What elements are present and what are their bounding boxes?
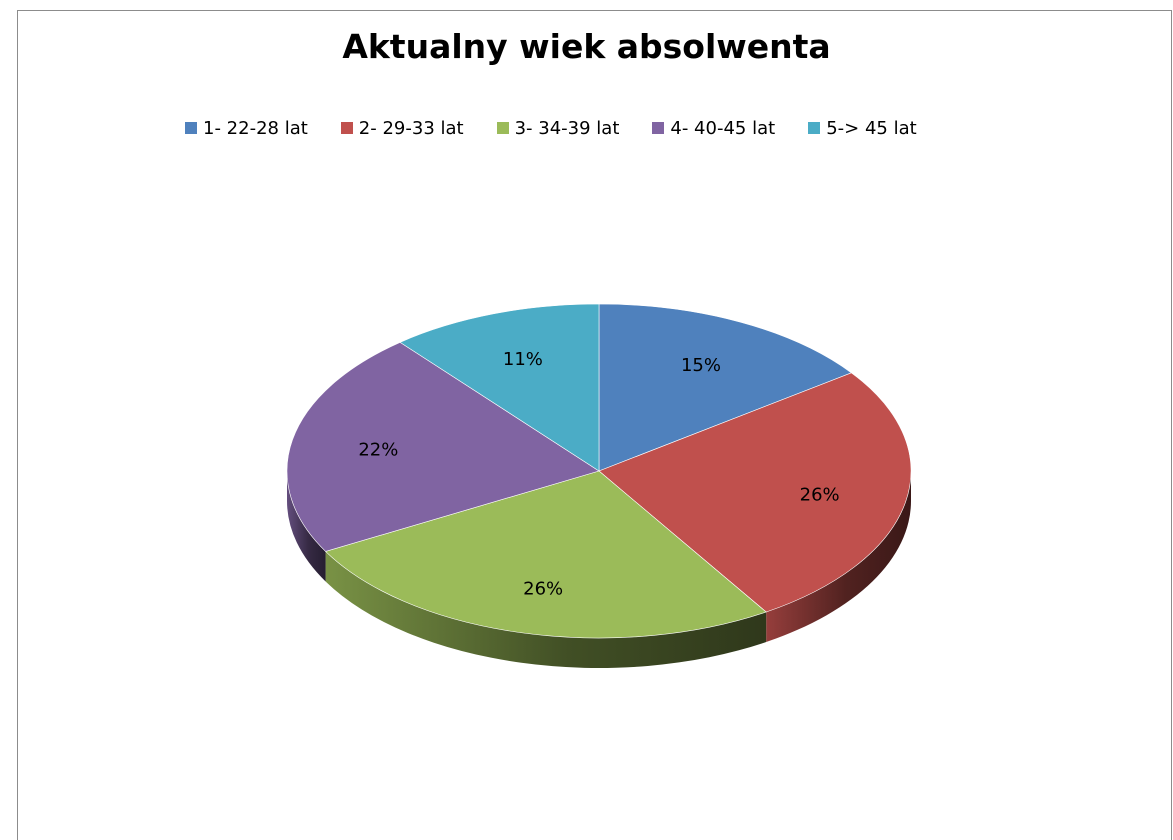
data-label-2: 26%	[800, 485, 840, 506]
pie-slice-5	[399, 303, 600, 472]
data-label-5: 11%	[503, 349, 543, 370]
legend-label-1: 1- 22-28 lat	[203, 117, 308, 139]
legend-swatch-2	[340, 122, 353, 134]
legend-swatch-4	[652, 122, 665, 134]
legend-swatch-1	[185, 122, 197, 134]
legend-label-4: 4- 40-45 lat	[670, 117, 776, 139]
legend-item-3: 3- 34-39 lat	[496, 117, 620, 139]
data-label-4: 22%	[358, 439, 398, 460]
pie-slice-1	[598, 303, 853, 472]
data-label-1: 15%	[681, 355, 721, 376]
pie-side-4	[287, 471, 326, 582]
pie-slice-3	[325, 470, 767, 639]
legend-label-3: 3- 34-39 lat	[514, 117, 620, 139]
pie-slice-2	[598, 372, 912, 613]
legend-item-4: 4- 40-45 lat	[652, 118, 775, 139]
chart-legend: 1- 22-28 lat 2- 29-33 lat 3- 34-39 lat 4…	[185, 114, 917, 142]
pie-side-3	[325, 551, 767, 668]
data-label-3: 26%	[523, 578, 563, 599]
chart-title: Aktualny wiek absolwenta	[342, 27, 831, 66]
legend-label-5: 5-> 45 lat	[826, 117, 917, 139]
legend-item-1: 1- 22-28 lat	[185, 118, 308, 139]
legend-swatch-3	[496, 122, 509, 134]
legend-label-2: 2- 29-33 lat	[358, 117, 464, 139]
pie-sides	[287, 471, 911, 668]
legend-item-2: 2- 29-33 lat	[340, 117, 464, 139]
pie-data-labels: 15% 26% 26% 22% 11%	[358, 349, 839, 600]
pie-slice-4	[286, 341, 600, 552]
pie-slices	[286, 303, 912, 639]
legend-item-5: 5-> 45 lat	[808, 117, 917, 139]
legend-swatch-5	[808, 122, 821, 134]
pie-side-2	[766, 471, 911, 643]
